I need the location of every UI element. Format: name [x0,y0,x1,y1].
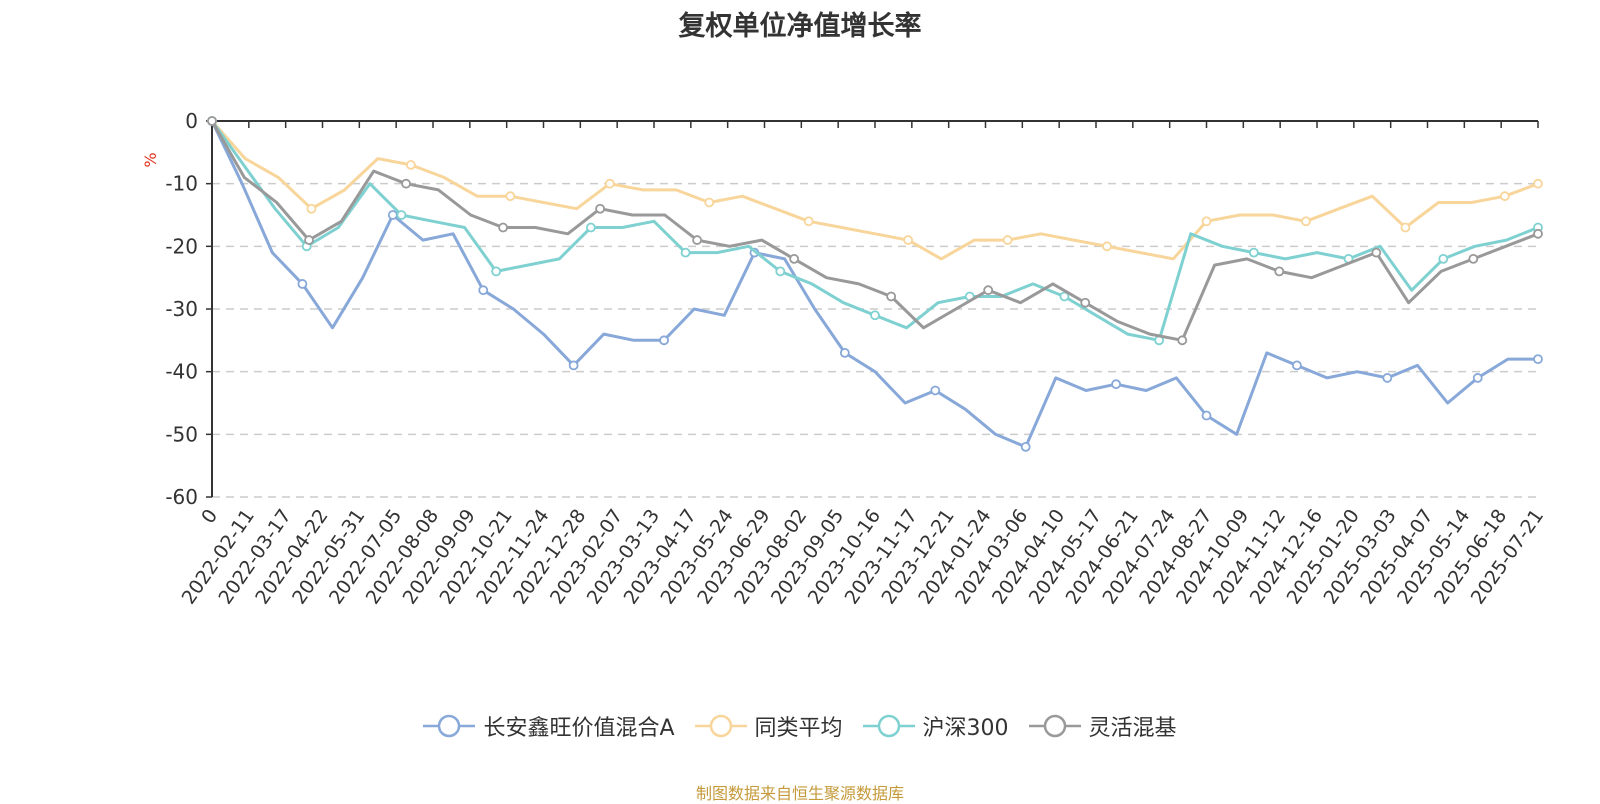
data-point [297,279,308,289]
data-point [1020,441,1031,452]
y-tick-label: -10 [165,172,198,196]
data-point [1059,291,1070,302]
legend-marker-icon [423,714,476,738]
y-tick-label: 0 [185,109,198,133]
legend-label: 同类平均 [754,716,843,741]
data-point [1248,247,1259,258]
data-point [595,203,605,214]
data-point [1201,216,1212,227]
data-point [803,216,814,227]
y-tick-labels: 0 -10 -20 -30 -40 -50 -60 [165,109,198,509]
data-point [1080,297,1091,308]
series-line-3 [210,120,1539,342]
data-point [1472,373,1483,383]
legend-marker-icon [694,714,747,738]
data-point [1468,253,1479,264]
legend-item-2[interactable]: 沪深300 [862,710,1009,742]
data-point [1533,228,1543,239]
data-point [704,197,715,208]
legend-item-3[interactable]: 灵活混基 [1028,710,1177,742]
data-point [306,203,317,214]
data-point [1371,247,1382,258]
y-tick-label: -30 [165,297,198,321]
data-point [930,385,941,396]
data-point [568,360,579,371]
data-point [1111,379,1121,390]
data-point [1177,335,1188,346]
x-tick-labels: 02022-02-112022-03-172022-04-222022-05-3… [178,505,1549,608]
data-point [1382,373,1393,383]
series-lines [207,116,1543,452]
data-point [1301,216,1311,227]
data-point [1533,178,1543,189]
series-line-1 [210,120,1539,261]
data-point [680,247,691,258]
y-tick-label: -20 [165,234,198,258]
data-point [1201,410,1212,421]
data-point [478,285,489,296]
y-axis-label: % [141,152,160,167]
data-point [1102,241,1112,252]
data-point [839,347,850,358]
data-point [405,159,416,170]
y-tick-label: -60 [165,485,198,509]
data-point [1499,191,1510,202]
data-point [886,291,897,302]
data-point [870,310,880,321]
data-point [498,222,508,233]
data-point [505,191,516,202]
data-point [396,210,407,220]
data-point [387,210,398,220]
chart-title: 复权单位净值增长率 [678,11,922,42]
data-point [1002,235,1013,245]
data-point [401,178,411,189]
legend-label: 沪深300 [922,716,1009,741]
legend-marker-icon [1028,714,1081,738]
data-point [207,116,217,126]
y-tick-label: -50 [165,422,198,446]
legend-label: 灵活混基 [1088,716,1177,741]
data-point [1274,266,1285,277]
data-source-footer: 制图数据来自恒生聚源数据库 [695,784,904,803]
data-point [789,253,800,264]
axes [206,120,1539,498]
data-point [585,222,596,233]
series-line-0 [210,120,1538,449]
legend-item-0[interactable]: 长安鑫旺价值混合A [423,710,675,742]
data-point [903,235,914,245]
data-point [1400,222,1411,233]
data-point [1292,360,1302,371]
data-point [491,266,502,277]
legend-label: 长安鑫旺价值混合A [483,716,675,741]
data-point [983,285,994,296]
data-point [775,266,786,277]
data-point [304,235,314,245]
legend-marker-icon [862,714,915,738]
data-point [1533,354,1543,365]
legend: 长安鑫旺价值混合A 同类平均 沪深300 灵活混基 [0,710,1600,742]
data-point [659,335,669,346]
legend-item-1[interactable]: 同类平均 [694,710,843,742]
data-point [1438,253,1449,264]
data-point [692,235,703,245]
data-point [604,178,615,189]
y-tick-label: -40 [165,360,198,384]
x-tick-label: 0 [197,505,222,528]
